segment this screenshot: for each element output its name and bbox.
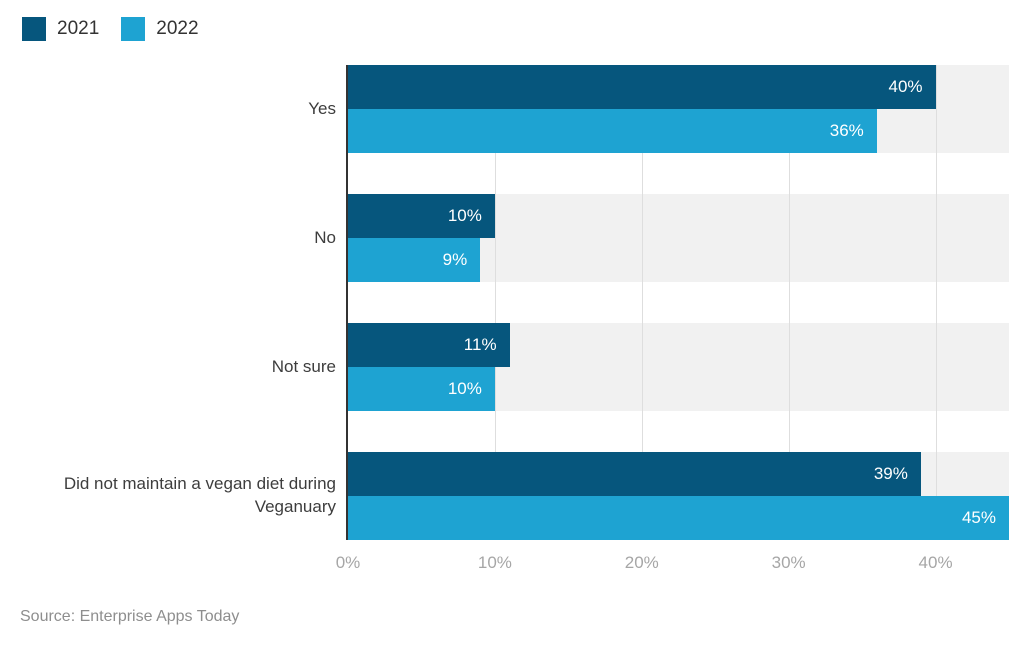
bar-value-label: 9% [442,250,468,269]
legend-label-2021: 2021 [57,18,100,39]
gridline [494,65,496,540]
bar-value-label: 10% [447,379,482,398]
plot-area: 40% 36% 10% 9% 11% 10% 39% 45% [346,65,1009,540]
category-label-4: Did not maintain a vegan diet during Veg… [63,474,336,516]
x-tick-label: 30% [771,553,806,572]
legend-item-2021: 2021 [22,17,99,41]
legend-swatch-2021-icon [22,17,46,41]
category-label-2: No [314,227,336,247]
x-axis-labels: 0% 10% 20% 30% 40% [336,553,1009,577]
gridline [788,65,790,540]
bar-2021-3: 11% [348,323,510,367]
bar-2022-2: 9% [348,238,481,282]
bar-2022-4: 45% [348,496,1009,540]
legend-label-2022: 2022 [156,18,199,39]
bar-2022-1: 36% [348,109,877,153]
bar-value-label: 39% [873,464,908,483]
bar-value-label: 36% [829,121,864,140]
bar-2021-1: 40% [348,65,936,109]
gridline [935,65,937,540]
bar-2021-2: 10% [348,194,495,238]
x-tick-label: 40% [918,553,953,572]
x-tick-label: 0% [335,553,361,572]
bar-value-label: 45% [961,508,996,527]
bar-value-label: 40% [888,77,923,96]
legend-swatch-2022-icon [121,17,146,41]
source-text: Source: Enterprise Apps Today [20,608,240,625]
legend-item-2022: 2022 [121,17,199,41]
x-tick-label: 20% [624,553,659,572]
bar-2022-3: 10% [348,367,495,411]
bar-value-label: 11% [463,335,497,354]
bar-2021-4: 39% [348,452,921,496]
x-tick-label: 10% [477,553,512,572]
bar-value-label: 10% [447,206,482,225]
gridline [641,65,643,540]
y-axis-line [346,65,348,540]
category-label-1: Yes [308,98,336,118]
category-label-3: Not sure [271,356,336,376]
legend: 2021 2022 [22,17,199,41]
category-labels: Yes No Not sure Did not maintain a vegan di… [0,65,336,540]
